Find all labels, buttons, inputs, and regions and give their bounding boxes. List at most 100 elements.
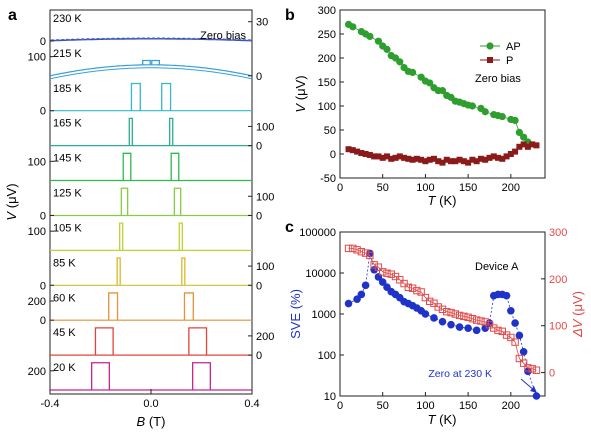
x-tick-label: 150 [459, 400, 477, 412]
data-point-SVE [438, 317, 447, 326]
y-tick-label-right: 200 [549, 274, 567, 286]
trace-noise [49, 37, 253, 42]
annotation-zero-bias-b: Zero bias [475, 73, 521, 85]
y-axis-label-c-right: ΔV (μV) [570, 291, 585, 338]
switching-pulse [170, 152, 180, 181]
y-tick-label-left: 100000 [299, 227, 336, 239]
data-point-ΔV [494, 326, 502, 335]
data-point-AP [366, 32, 374, 41]
y-tick-label-right: 300 [549, 227, 567, 239]
temperature-label: 20 K [53, 362, 76, 374]
axes-c: 10 100 1000 10000 100000 0 100 200 300 0 50 100 150 2… [299, 227, 567, 412]
switching-pulse [94, 327, 114, 356]
y-tick-label: -50 [320, 173, 336, 185]
switching-pulse [178, 222, 183, 251]
legend-marker [487, 57, 493, 63]
data-point-ΔV [361, 249, 370, 257]
data-point-P [456, 156, 463, 163]
y-tick-label-right: 200 [256, 331, 274, 343]
data-point-ΔV [387, 270, 395, 278]
data-point-ΔV [404, 283, 413, 291]
y-tick-label: 250 [318, 29, 336, 41]
x-axis-label-a: B (T) [137, 414, 166, 429]
data-point-SVE [532, 392, 541, 400]
data-point-P [507, 151, 514, 157]
data-point-ΔV [511, 338, 519, 346]
data-point-P [379, 154, 386, 161]
data-point-SVE [366, 249, 374, 258]
data-point-SVE [370, 265, 378, 274]
y-tick-label-left: 200 [28, 366, 46, 378]
y-axis-label-b: V (μV) [293, 75, 308, 112]
data-point-ΔV [349, 244, 357, 253]
legend-label: AP [506, 41, 521, 53]
data-point-P [448, 158, 455, 165]
y-tick-label-left: 100 [28, 52, 46, 64]
data-point-P [477, 155, 484, 162]
switching-pulse [173, 187, 182, 216]
data-point-P [422, 158, 429, 165]
x-tick-label: 0.4 [244, 398, 259, 410]
y-tick-label-right: 0 [256, 280, 262, 292]
data-point-P [452, 158, 459, 165]
data-point-ΔV [447, 308, 455, 317]
data-point-P [405, 155, 412, 162]
data-point-P [435, 158, 442, 165]
data-point-ΔV [434, 303, 442, 311]
y-tick-label-right: 0 [256, 141, 262, 153]
data-point-ΔV [515, 354, 524, 363]
callout-arrowhead [530, 386, 537, 393]
data-point-ΔV [472, 316, 481, 324]
data-point-ΔV [417, 288, 425, 296]
y-tick-label: 150 [318, 77, 336, 89]
switching-pulse [183, 292, 194, 321]
data-point-ΔV [379, 268, 387, 276]
data-point-P [469, 156, 476, 163]
data-point-P [396, 153, 403, 160]
data-point-P [430, 155, 437, 162]
legend-marker [486, 42, 494, 50]
data-point-ΔV [532, 366, 541, 374]
switching-pulse [91, 362, 110, 390]
temperature-label: 125 K [53, 188, 82, 200]
y-tick-label: 200 [318, 53, 336, 65]
data-point-P [383, 153, 390, 160]
switching-pulse [128, 117, 133, 146]
data-point-ΔV [443, 307, 451, 316]
panel-label-b: b [285, 7, 295, 24]
temperature-label: 185 K [53, 83, 82, 95]
data-point-P [443, 156, 450, 163]
x-tick-label: 100 [416, 182, 434, 194]
x-tick-label: 200 [502, 182, 520, 194]
data-point-ΔV [396, 276, 404, 284]
data-point-ΔV [425, 297, 434, 306]
annotation-zero-bias-a: Zero bias [200, 30, 246, 42]
data-point-SVE [430, 314, 438, 322]
x-tick-label: 200 [502, 400, 520, 412]
temperature-label: 230 K [53, 13, 82, 25]
y-axis-label-c-left: SVE (%) [288, 289, 303, 339]
switching-pulse [161, 82, 172, 111]
data-point-P [520, 141, 527, 148]
data-point-ΔV [519, 359, 528, 367]
data-point-P [495, 154, 502, 161]
data-point-AP [498, 112, 506, 121]
data-point-ΔV [490, 324, 498, 332]
y-tick-label-right: 0 [256, 71, 262, 83]
series-c [344, 244, 541, 400]
y-tick-label-right: 100 [549, 321, 567, 333]
data-point-ΔV [353, 246, 361, 254]
data-point-ΔV [464, 313, 472, 321]
data-point-P [345, 146, 352, 153]
data-point-ΔV [528, 365, 536, 373]
data-point-SVE [511, 319, 519, 327]
annotation-device-a: Device A [475, 261, 519, 273]
data-point-ΔV [460, 312, 468, 321]
data-point-SVE [378, 278, 387, 286]
data-point-P [465, 159, 472, 166]
data-point-SVE [421, 310, 430, 318]
x-tick-label: 100 [416, 400, 434, 412]
data-point-P [486, 154, 493, 161]
data-point-AP [511, 116, 519, 124]
data-point-ΔV [468, 314, 477, 323]
